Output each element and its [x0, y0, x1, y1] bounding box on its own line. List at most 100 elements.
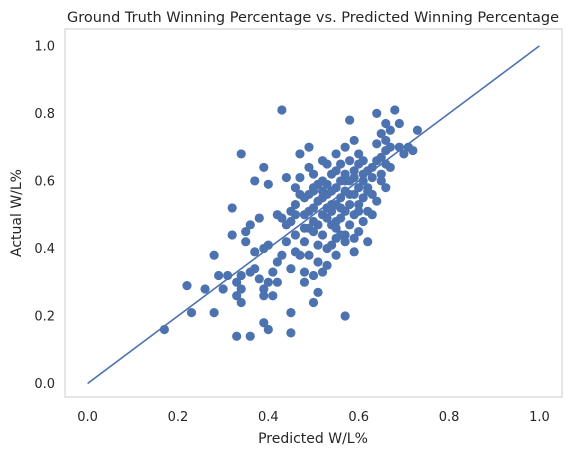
data-point [245, 220, 255, 230]
data-point [326, 199, 337, 210]
data-point [182, 280, 192, 291]
x-tick-label: 1.0 [529, 410, 550, 425]
data-point [317, 230, 328, 240]
x-tick-label: 0.4 [258, 410, 279, 425]
data-point [241, 226, 251, 237]
data-point [299, 267, 310, 277]
data-point [322, 213, 332, 223]
data-point [277, 213, 287, 223]
data-point [236, 297, 246, 308]
data-point [281, 172, 291, 183]
data-point [254, 274, 264, 284]
data-point [186, 307, 197, 318]
data-point [372, 156, 382, 166]
data-point [358, 176, 368, 186]
data-point [250, 264, 260, 274]
data-point [290, 230, 301, 240]
y-axis-label: Actual W/L% [9, 169, 25, 257]
data-point [263, 324, 273, 335]
data-point [349, 172, 359, 183]
data-point [385, 162, 395, 173]
data-point [354, 199, 364, 210]
data-point [349, 166, 359, 176]
data-point [394, 142, 404, 152]
reference-line-layer [87, 45, 540, 385]
data-point [372, 196, 382, 206]
data-point [313, 220, 323, 230]
data-point [236, 270, 246, 281]
data-point [376, 176, 386, 186]
data-point [313, 257, 323, 267]
data-point [223, 270, 233, 281]
y-tick-label: 0.2 [34, 309, 55, 324]
data-point [349, 135, 359, 146]
data-point [372, 108, 382, 119]
data-point [259, 162, 269, 173]
data-point [308, 183, 319, 193]
data-point [385, 142, 395, 152]
data-point [209, 250, 219, 260]
data-point [331, 183, 341, 193]
data-point [259, 318, 269, 328]
data-point [259, 284, 269, 294]
data-point [367, 162, 377, 173]
data-point [272, 257, 282, 267]
data-point [286, 307, 296, 318]
data-point [376, 169, 386, 179]
data-point [322, 243, 332, 254]
x-tick-label: 0.0 [77, 410, 98, 425]
data-point [331, 166, 341, 176]
data-point [381, 118, 391, 129]
x-axis-label: Predicted W/L% [258, 431, 368, 447]
data-point [394, 118, 404, 129]
data-point [367, 172, 377, 183]
data-point [358, 193, 368, 203]
chart-title: Ground Truth Winning Percentage vs. Pred… [67, 10, 559, 26]
data-point [385, 125, 395, 135]
data-point [313, 240, 323, 250]
data-point [245, 331, 255, 341]
data-point [354, 149, 364, 159]
y-tick-label: 1.0 [34, 39, 55, 54]
data-point [354, 226, 364, 237]
data-point [381, 183, 391, 193]
data-point [363, 186, 373, 196]
data-point [263, 277, 273, 287]
data-point [340, 169, 350, 179]
data-point [336, 193, 346, 203]
data-point [304, 250, 314, 260]
data-point [340, 230, 350, 240]
data-point [363, 237, 373, 247]
y-axis-ticks: 0.0 0.2 0.4 0.6 0.8 1.0 [34, 39, 55, 392]
data-point [412, 125, 423, 135]
plot-frame [64, 28, 563, 398]
data-point [345, 199, 355, 210]
data-point [317, 267, 328, 277]
x-axis-ticks: 0.0 0.2 0.4 0.6 0.8 1.0 [77, 410, 550, 425]
data-point [286, 328, 296, 338]
data-point [390, 105, 400, 115]
y-tick-label: 0.0 [34, 377, 55, 392]
data-point [236, 284, 246, 294]
data-point [218, 284, 228, 294]
data-point [232, 331, 242, 341]
y-tick-label: 0.4 [34, 242, 55, 257]
data-point [295, 250, 305, 260]
data-point [290, 183, 301, 193]
data-point [304, 162, 314, 173]
data-point [299, 237, 310, 247]
data-point [263, 240, 273, 250]
data-point [345, 115, 355, 125]
data-point [250, 247, 260, 257]
data-point [214, 270, 224, 281]
data-point [259, 291, 269, 301]
data-point [254, 213, 264, 223]
data-point [313, 287, 323, 297]
y-tick-label: 0.6 [34, 174, 55, 189]
data-point [227, 203, 237, 213]
data-point [232, 277, 242, 287]
data-point [336, 159, 346, 169]
data-point [304, 223, 314, 233]
